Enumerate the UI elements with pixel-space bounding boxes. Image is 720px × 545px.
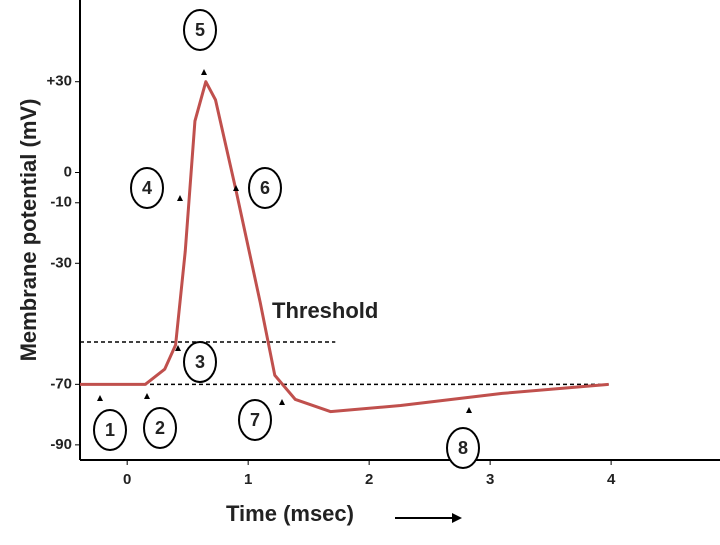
x-tick-label: 4 [607, 471, 616, 488]
marker-circle [183, 341, 217, 383]
x-tick-label: 2 [365, 471, 373, 488]
marker-circle [183, 9, 217, 51]
marker-arrow [201, 69, 207, 75]
threshold-label: Threshold [272, 298, 378, 323]
marker-label: 6 [260, 178, 270, 198]
y-tick-label: -10 [50, 194, 72, 211]
marker-arrow [279, 399, 285, 405]
marker-arrow [175, 345, 181, 351]
marker-label: 8 [458, 438, 468, 458]
marker-label: 3 [195, 352, 205, 372]
marker-arrow [97, 395, 103, 401]
marker-label: 7 [250, 410, 260, 430]
y-tick-label: -70 [50, 375, 72, 392]
x-tick-label: 3 [486, 471, 494, 488]
line-series [80, 80, 609, 414]
y-tick-label: 0 [64, 163, 72, 180]
marker-arrow [177, 195, 183, 201]
marker-circle [248, 167, 282, 209]
marker-circle [130, 167, 164, 209]
x-axis-label: Time (msec) [226, 501, 354, 526]
marker-label: 1 [105, 420, 115, 440]
marker-arrow [466, 407, 472, 413]
marker-circle [93, 409, 127, 451]
x-tick-label: 0 [123, 471, 131, 488]
marker-circle [143, 407, 177, 449]
y-tick-label: -30 [50, 254, 72, 271]
y-tick-label: +30 [47, 73, 72, 90]
marker-label: 4 [142, 178, 152, 198]
marker-arrow [144, 393, 150, 399]
marker-circle [238, 399, 272, 441]
marker-label: 2 [155, 418, 165, 438]
y-axis-label: Membrane potential (mV) [16, 99, 41, 362]
marker-arrow [233, 185, 239, 191]
x-tick-label: 1 [244, 471, 252, 488]
marker-circle [446, 427, 480, 469]
marker-label: 5 [195, 20, 205, 40]
arrow-head [452, 513, 462, 523]
y-tick-label: -90 [50, 436, 72, 453]
